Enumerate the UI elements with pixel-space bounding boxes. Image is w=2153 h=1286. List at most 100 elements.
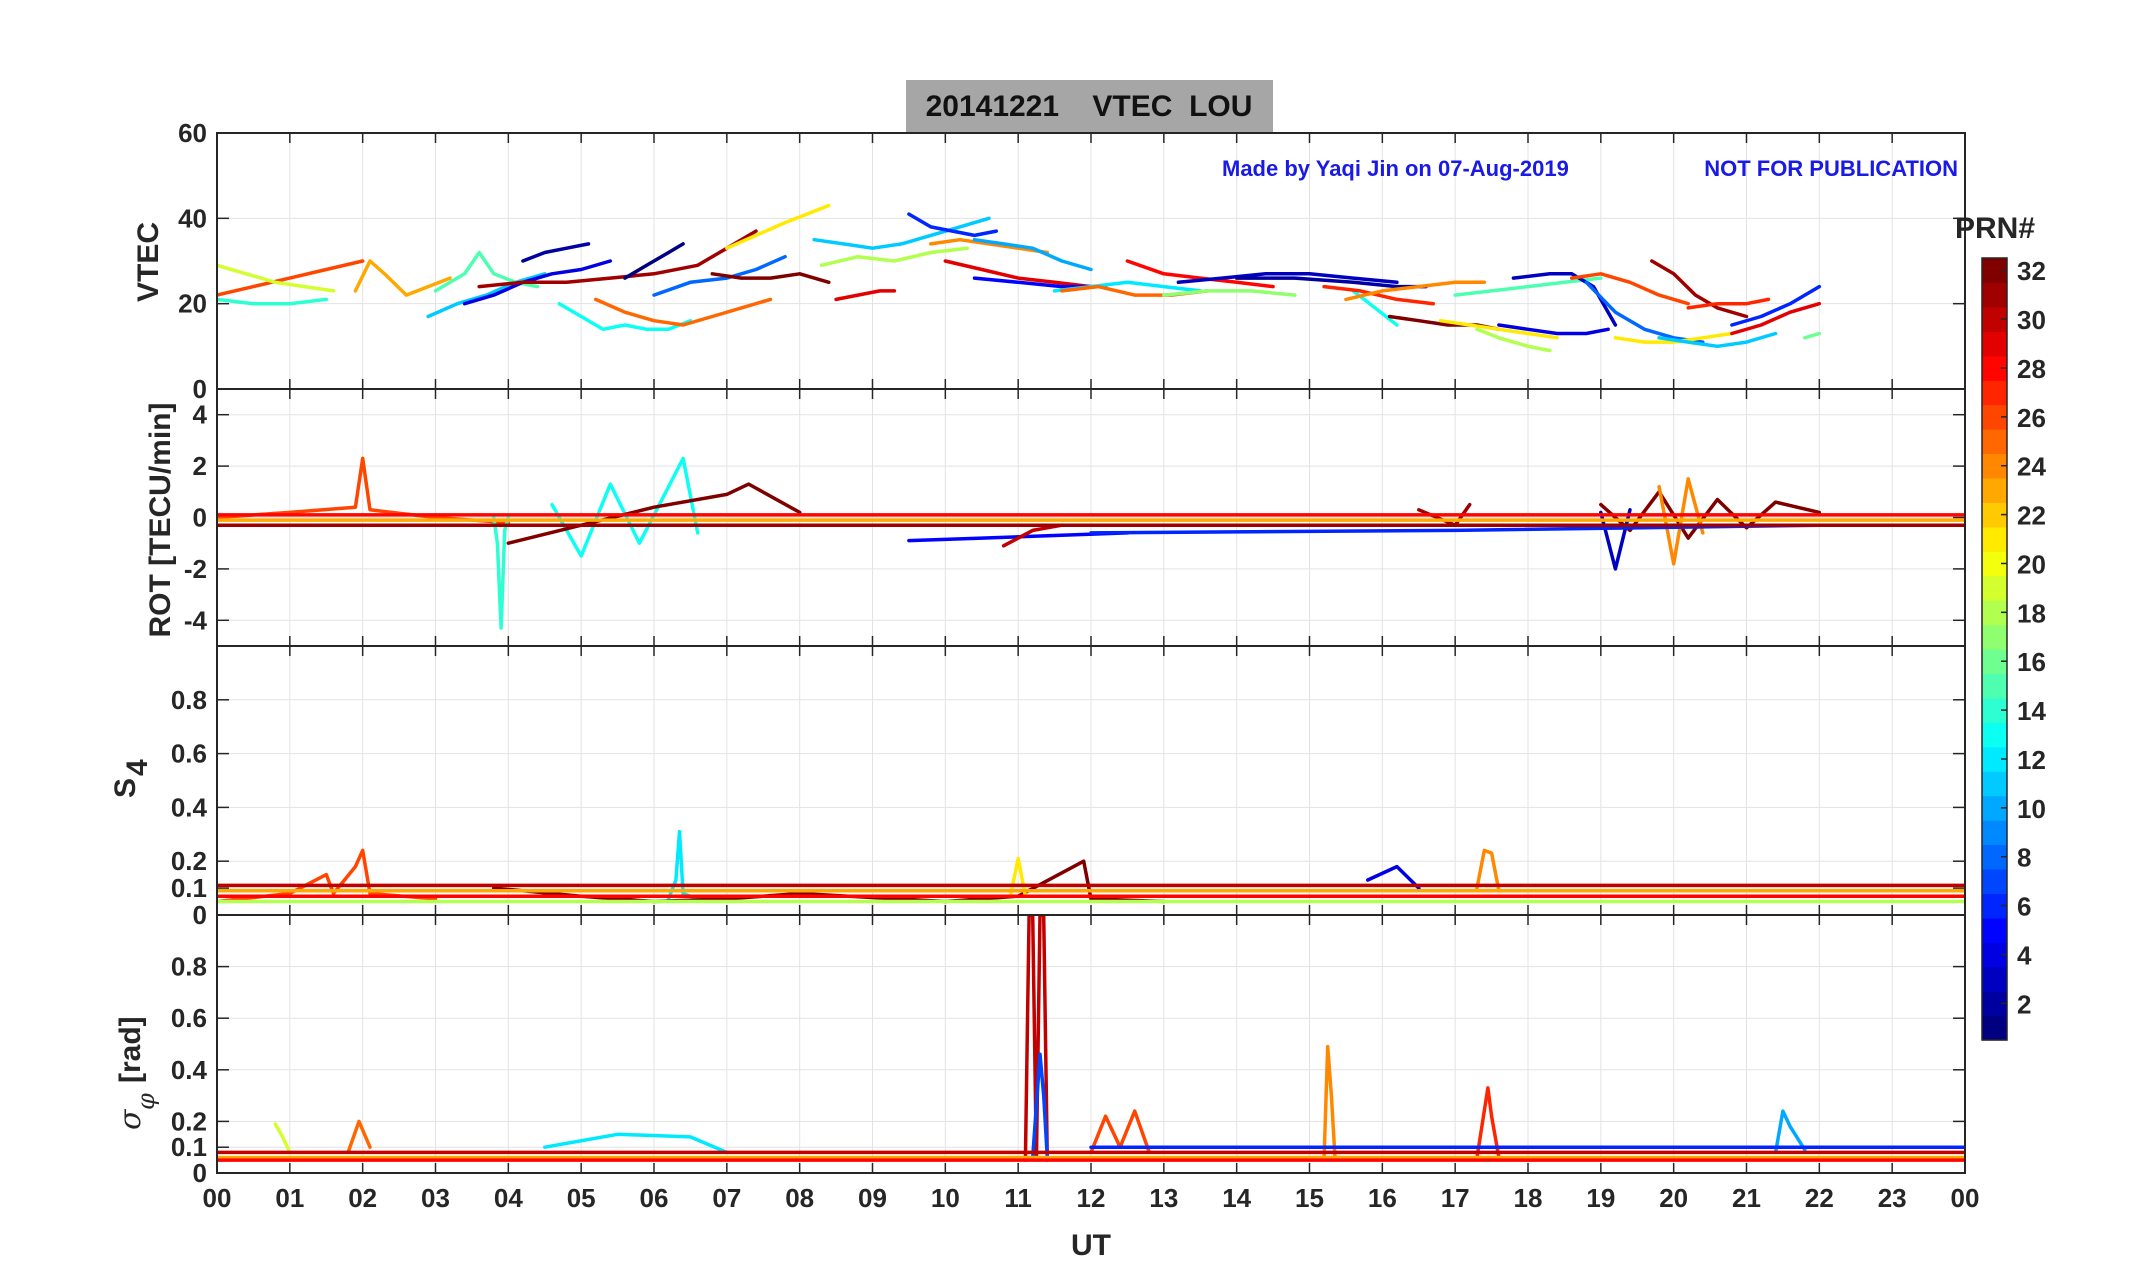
- x-tick-label: 00: [1951, 1183, 1980, 1213]
- panel-sigma-phi: 00.10.2 0.4 0.6 0.8 00 01 02 03 04 05 06 07 08 09 10 11…: [171, 914, 1980, 1213]
- x-tick-label: 13: [1149, 1183, 1178, 1213]
- colorbar-tick-label: 6: [2017, 892, 2031, 922]
- x-tick-label: 14: [1222, 1183, 1251, 1213]
- colorbar-tick-label: 22: [2017, 501, 2046, 531]
- series-line-prn-28: [1125, 259, 1275, 289]
- series-line-prn-4: [1366, 864, 1421, 890]
- x-tick-label: 08: [785, 1183, 814, 1213]
- series-line-prn-19: [217, 263, 336, 293]
- series-line-prn-2: [521, 242, 591, 263]
- y-tick-label: 0.4: [171, 792, 208, 822]
- colorbar-tick-label: 24: [2017, 452, 2046, 482]
- series-line-prn-13: [557, 301, 693, 332]
- series-line-prn-11: [812, 216, 991, 250]
- series-line-prn-18: [1475, 327, 1552, 353]
- rot-axis-label: ROT [TECU/min]: [144, 403, 177, 638]
- colorbar-tick-label: 12: [2017, 745, 2046, 775]
- x-tick-label: 02: [348, 1183, 377, 1213]
- series-line-prn-21: [1438, 318, 1559, 340]
- colorbar-segment: [1982, 917, 2007, 943]
- colorbar-tick-label: 14: [2017, 696, 2046, 726]
- y-tick-label: 0.8: [171, 952, 207, 982]
- series-line-prn-6: [907, 212, 999, 238]
- colorbar-tick-label: 20: [2017, 549, 2046, 579]
- series-line-prn-12: [543, 1132, 729, 1155]
- series-line-prn-29: [1730, 301, 1822, 336]
- series-line-prn-27: [1475, 1086, 1501, 1160]
- panel-s4: 00.10.2 0.4 0.6 0.8: [171, 645, 1966, 930]
- y-tick-label: 0.6: [171, 1003, 207, 1033]
- colorbar-tick-label: 2: [2017, 989, 2031, 1019]
- svg-text:S: S: [109, 778, 142, 798]
- series-line-prn-13: [550, 456, 700, 558]
- series-line-prn-11: [1657, 331, 1778, 349]
- series-group: [217, 915, 1965, 1162]
- y-tick-label: 20: [178, 289, 207, 319]
- series-line-prn-7: [1030, 1052, 1050, 1160]
- series-line-prn-29: [834, 289, 897, 302]
- series-line-prn-11: [426, 272, 547, 319]
- series-line-prn-1: [623, 242, 685, 280]
- series-line-prn-26: [217, 456, 511, 525]
- x-tick-label: 17: [1441, 1183, 1470, 1213]
- x-tick-label: 19: [1586, 1183, 1615, 1213]
- series-line-prn-27: [1322, 284, 1436, 306]
- series-line-prn-24: [1344, 280, 1487, 302]
- y-tick-label: 40: [178, 203, 207, 233]
- colorbar-tick-label: 18: [2017, 598, 2046, 628]
- series-line-prn-31: [1650, 259, 1749, 319]
- y-tick-label: -2: [184, 554, 207, 584]
- series-line-prn-8: [1584, 280, 1705, 344]
- series-line-prn-19: [273, 1122, 292, 1155]
- x-tick-label: 01: [275, 1183, 304, 1213]
- x-tick-label: 16: [1368, 1183, 1397, 1213]
- x-tick-label: 12: [1077, 1183, 1106, 1213]
- y-tick-label: 0.1: [171, 1132, 207, 1162]
- s4-axis-label: S 4: [109, 759, 154, 798]
- panel-rot: -4 -2 0 2 4: [184, 388, 1966, 647]
- y-tick-label: 0.2: [171, 846, 207, 876]
- x-tick-label: 03: [421, 1183, 450, 1213]
- colorbar-tick-label: 28: [2017, 354, 2046, 384]
- x-tick-label: 15: [1295, 1183, 1324, 1213]
- publication-note: NOT FOR PUBLICATION: [1704, 156, 1958, 181]
- colorbar-segment: [1982, 624, 2007, 650]
- colorbar-segment: [1982, 771, 2007, 797]
- y-tick-label: 0: [193, 1158, 207, 1188]
- colorbar-tick-label: 32: [2017, 256, 2046, 286]
- svg-text:σ: σ: [113, 1108, 148, 1130]
- series-line-prn-17: [1162, 289, 1297, 297]
- y-tick-label: 0.2: [171, 1106, 207, 1136]
- x-tick-label: 20: [1659, 1183, 1688, 1213]
- colorbar-segment: [1982, 526, 2007, 552]
- colorbar-frame: [1981, 257, 2008, 1041]
- y-tick-label: 0: [193, 374, 207, 404]
- series-line-prn-15: [1453, 276, 1603, 297]
- series-group: [217, 456, 1965, 630]
- x-tick-label: 05: [567, 1183, 596, 1213]
- colorbar-segment: [1982, 868, 2007, 894]
- series-line-prn-21: [1613, 331, 1734, 344]
- series-line-prn-14: [492, 515, 511, 630]
- series-line-prn-25: [346, 1119, 372, 1155]
- series-line-prn-24: [929, 237, 1050, 255]
- series-line-prn-24: [1322, 1044, 1337, 1160]
- series-line-prn-12: [666, 829, 700, 901]
- series-line-prn-16: [1803, 331, 1822, 340]
- colorbar-segment: [1982, 1015, 2007, 1041]
- panel-vtec: 0 20 40 60: [178, 118, 1966, 404]
- series-line-prn-21: [1009, 856, 1028, 898]
- y-tick-label: 0.4: [171, 1055, 208, 1085]
- colorbar-tick-label: 26: [2017, 403, 2046, 433]
- series-line-prn-27: [1686, 297, 1771, 310]
- y-tick-label: 0.8: [171, 685, 207, 715]
- colorbar-segment: [1982, 673, 2007, 699]
- series-line-prn-31: [477, 229, 758, 289]
- author-note: Made by Yaqi Jin on 07-Aug-2019: [1222, 156, 1569, 181]
- title-box: [906, 80, 1273, 132]
- colorbar-segment: [1982, 380, 2007, 406]
- series-line-prn-32: [506, 482, 802, 545]
- x-tick-label: 18: [1514, 1183, 1543, 1213]
- colorbar-tick-label: 30: [2017, 305, 2046, 335]
